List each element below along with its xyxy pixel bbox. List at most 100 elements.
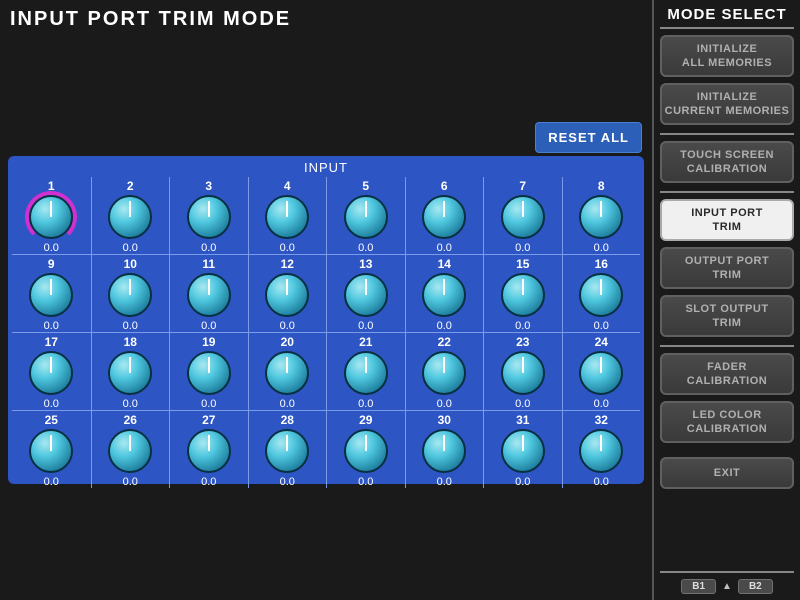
knob-value: 0.0	[44, 242, 59, 254]
trim-knob[interactable]	[501, 273, 545, 317]
knob-number: 6	[441, 179, 448, 193]
input-header: INPUT	[8, 156, 644, 177]
trim-knob[interactable]	[344, 195, 388, 239]
knob-number: 8	[598, 179, 605, 193]
knob-pointer	[50, 201, 52, 217]
knob-value: 0.0	[280, 476, 295, 488]
knob-cell: 180.0	[91, 332, 170, 410]
trim-knob[interactable]	[265, 429, 309, 473]
knob-body	[108, 273, 152, 317]
trim-knob[interactable]	[29, 351, 73, 395]
mode-button-cal-0[interactable]: FADER CALIBRATION	[660, 353, 794, 395]
knob-number: 26	[124, 413, 137, 427]
knob-pointer	[600, 201, 602, 217]
knob-value: 0.0	[201, 476, 216, 488]
exit-button[interactable]: EXIT	[660, 457, 794, 489]
knob-value: 0.0	[437, 242, 452, 254]
mode-button-trim-0[interactable]: INPUT PORT TRIM	[660, 199, 794, 241]
knob-number: 12	[281, 257, 294, 271]
mode-select-sidebar: MODE SELECT INITIALIZE ALL MEMORIESINITI…	[652, 0, 800, 600]
knob-number: 28	[281, 413, 294, 427]
reset-all-button[interactable]: RESET ALL	[535, 122, 642, 153]
knob-body	[265, 273, 309, 317]
trim-knob[interactable]	[422, 195, 466, 239]
knob-value: 0.0	[515, 398, 530, 410]
knob-body	[108, 351, 152, 395]
trim-knob[interactable]	[344, 429, 388, 473]
knob-number: 20	[281, 335, 294, 349]
trim-knob[interactable]	[579, 351, 623, 395]
knob-value: 0.0	[123, 242, 138, 254]
trim-knob[interactable]	[29, 429, 73, 473]
knob-number: 25	[45, 413, 58, 427]
knob-cell: 130.0	[326, 254, 405, 332]
sidebar-footer: B1 ▲ B2	[660, 571, 794, 594]
trim-knob[interactable]	[29, 195, 73, 239]
knob-value: 0.0	[594, 398, 609, 410]
knob-value: 0.0	[123, 398, 138, 410]
knob-cell: 200.0	[248, 332, 327, 410]
trim-knob[interactable]	[187, 273, 231, 317]
knob-cell: 170.0	[12, 332, 91, 410]
trim-knob[interactable]	[422, 429, 466, 473]
trim-knob[interactable]	[579, 273, 623, 317]
knob-pointer	[129, 201, 131, 217]
footer-b2[interactable]: B2	[738, 579, 773, 594]
mode-button-trim-1[interactable]: OUTPUT PORT TRIM	[660, 247, 794, 289]
knob-value: 0.0	[515, 476, 530, 488]
trim-knob[interactable]	[501, 351, 545, 395]
trim-knob[interactable]	[265, 273, 309, 317]
knob-value: 0.0	[201, 320, 216, 332]
trim-knob[interactable]	[187, 429, 231, 473]
knob-value: 0.0	[201, 242, 216, 254]
knob-number: 3	[205, 179, 212, 193]
trim-knob[interactable]	[344, 273, 388, 317]
trim-knob[interactable]	[501, 195, 545, 239]
trim-knob[interactable]	[187, 195, 231, 239]
trim-knob[interactable]	[265, 351, 309, 395]
mode-button-touch-0[interactable]: TOUCH SCREEN CALIBRATION	[660, 141, 794, 183]
knob-body	[344, 429, 388, 473]
footer-b1[interactable]: B1	[681, 579, 716, 594]
knob-pointer	[365, 201, 367, 217]
knob-body	[108, 429, 152, 473]
mode-button-init-1[interactable]: INITIALIZE CURRENT MEMORIES	[660, 83, 794, 125]
mode-button-init-0[interactable]: INITIALIZE ALL MEMORIES	[660, 35, 794, 77]
knob-value: 0.0	[44, 398, 59, 410]
mode-button-trim-2[interactable]: SLOT OUTPUT TRIM	[660, 295, 794, 337]
trim-knob[interactable]	[108, 195, 152, 239]
knob-body	[108, 195, 152, 239]
knob-cell: 300.0	[405, 410, 484, 488]
knob-pointer	[129, 357, 131, 373]
trim-knob[interactable]	[108, 429, 152, 473]
knob-pointer	[286, 279, 288, 295]
trim-knob[interactable]	[579, 429, 623, 473]
trim-knob[interactable]	[108, 351, 152, 395]
trim-knob[interactable]	[422, 273, 466, 317]
knob-body	[579, 195, 623, 239]
trim-knob[interactable]	[108, 273, 152, 317]
knob-body	[422, 195, 466, 239]
trim-knob[interactable]	[187, 351, 231, 395]
trim-knob[interactable]	[29, 273, 73, 317]
knob-pointer	[522, 357, 524, 373]
knob-body	[344, 195, 388, 239]
trim-knob[interactable]	[501, 429, 545, 473]
knob-body	[344, 273, 388, 317]
trim-knob[interactable]	[422, 351, 466, 395]
knob-value: 0.0	[280, 242, 295, 254]
mode-separator	[660, 345, 794, 347]
trim-knob[interactable]	[579, 195, 623, 239]
knob-pointer	[522, 435, 524, 451]
mode-button-cal-1[interactable]: LED COLOR CALIBRATION	[660, 401, 794, 443]
knob-body	[579, 429, 623, 473]
trim-knob[interactable]	[265, 195, 309, 239]
trim-knob[interactable]	[344, 351, 388, 395]
knob-cell: 320.0	[562, 410, 641, 488]
knob-pointer	[443, 279, 445, 295]
knob-body	[422, 273, 466, 317]
knob-pointer	[286, 357, 288, 373]
knob-pointer	[208, 279, 210, 295]
knob-pointer	[443, 201, 445, 217]
knob-grid: 10.020.030.040.050.060.070.080.090.0100.…	[8, 177, 644, 481]
